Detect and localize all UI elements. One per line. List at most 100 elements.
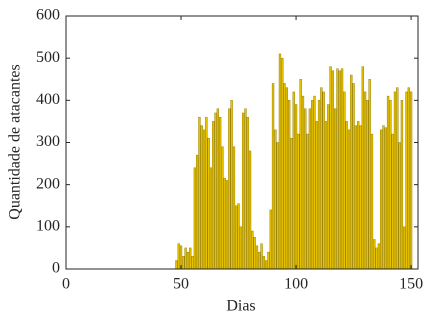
bar (320, 87, 323, 270)
bar (209, 167, 213, 270)
bar (223, 178, 226, 270)
bar (255, 245, 259, 270)
bar (175, 260, 178, 270)
bar (338, 70, 341, 270)
bar (308, 108, 312, 270)
bar (193, 167, 197, 270)
bar (347, 129, 351, 270)
bar (373, 239, 376, 270)
bar (287, 100, 291, 270)
bar (269, 209, 272, 270)
bar (407, 87, 410, 270)
bar (389, 100, 392, 270)
bar (262, 256, 266, 270)
bar (340, 68, 344, 270)
bar (189, 247, 192, 270)
bar (253, 237, 256, 270)
bar (212, 121, 215, 270)
bar (278, 53, 282, 270)
bar (334, 108, 337, 270)
bar (322, 91, 325, 270)
bar (350, 74, 353, 270)
bar (184, 247, 187, 270)
x-tick-label: 0 (62, 276, 70, 293)
bar (182, 256, 185, 270)
bar (207, 138, 210, 270)
y-tick-label: 200 (36, 175, 60, 192)
bar (377, 243, 381, 270)
y-tick-label: 500 (36, 49, 60, 66)
bar (368, 79, 371, 270)
bar (405, 91, 408, 270)
bar (239, 226, 243, 270)
bar (396, 87, 399, 270)
bar (409, 91, 413, 270)
bar (221, 146, 224, 270)
bar (230, 100, 233, 270)
bar (274, 129, 277, 270)
bar (370, 133, 374, 270)
bar (403, 226, 406, 270)
bar (294, 104, 298, 270)
bar (386, 95, 390, 270)
bar (400, 100, 404, 270)
bar (258, 251, 261, 270)
bar (345, 121, 348, 270)
y-tick-label: 100 (36, 218, 60, 235)
bar (191, 256, 194, 270)
bar (251, 230, 254, 270)
bar (384, 127, 387, 270)
bar (264, 260, 268, 270)
bar (281, 57, 284, 270)
bar (304, 108, 307, 270)
bar (382, 125, 385, 270)
bar (310, 100, 314, 270)
bar (195, 154, 199, 270)
bar (292, 91, 295, 270)
bar (271, 83, 275, 270)
bar (317, 100, 321, 270)
bar (315, 121, 318, 270)
bar (363, 91, 367, 270)
x-tick-label: 150 (399, 276, 423, 293)
bar (285, 87, 289, 270)
y-tick-label: 300 (36, 133, 60, 150)
bar (336, 68, 339, 270)
bar (232, 146, 236, 270)
bar (301, 95, 305, 270)
bar (228, 108, 231, 270)
bar (186, 251, 190, 270)
bar (380, 129, 383, 270)
bar (329, 66, 332, 270)
bar (267, 251, 270, 270)
bar (327, 104, 330, 270)
x-tick-label: 100 (284, 276, 308, 293)
bar (198, 116, 201, 270)
bar (398, 142, 401, 270)
y-tick-label: 600 (36, 7, 60, 24)
x-tick-label: 50 (173, 276, 189, 293)
y-axis-label: Quantidade de atacantes (7, 64, 24, 219)
bar (205, 116, 208, 270)
bar (393, 91, 397, 270)
bar (248, 150, 252, 270)
bar (313, 95, 316, 270)
bar (260, 243, 263, 270)
bar (218, 116, 222, 270)
bar (283, 83, 286, 270)
bar (202, 129, 206, 270)
bar (331, 70, 335, 270)
bar (244, 108, 247, 270)
bar (177, 243, 180, 270)
bar (324, 121, 328, 270)
bar (306, 133, 309, 270)
bar (359, 125, 362, 270)
bar (290, 138, 293, 270)
bar (246, 116, 249, 270)
bar (391, 133, 394, 270)
bar (366, 100, 369, 270)
y-tick-label: 0 (52, 260, 60, 277)
bar (361, 66, 364, 270)
